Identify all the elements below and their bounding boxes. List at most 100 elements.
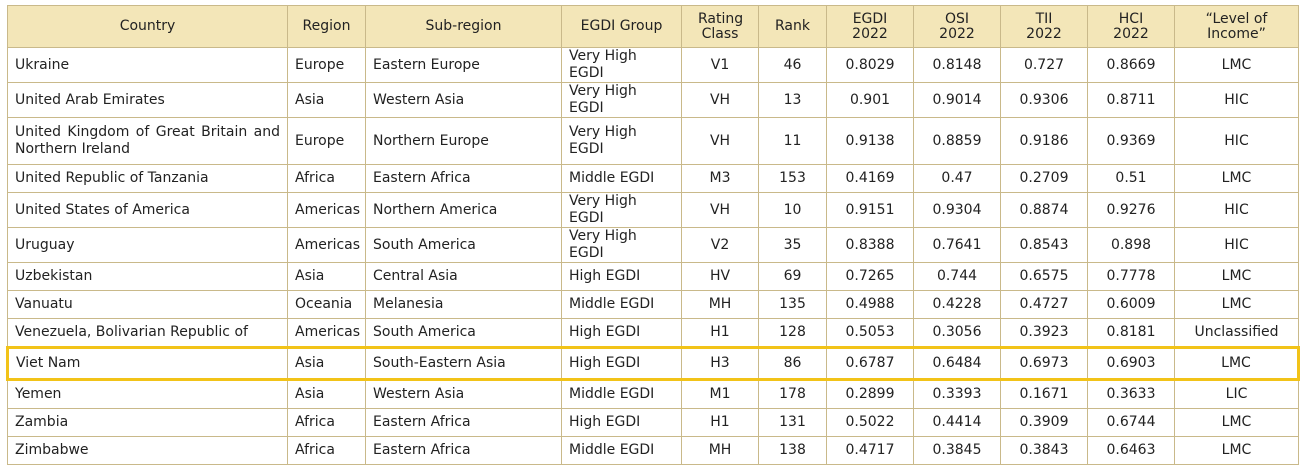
country-cell: United Republic of Tanzania <box>7 164 288 193</box>
osi-cell: 0.47 <box>913 164 1001 193</box>
hci-cell: 0.6463 <box>1087 436 1175 465</box>
subregion-cell: South-Eastern Asia <box>365 346 562 381</box>
rank-cell: 86 <box>758 346 827 381</box>
tii-cell: 0.2709 <box>1000 164 1088 193</box>
rank-cell: 128 <box>758 318 827 348</box>
subregion-cell: Eastern Europe <box>365 47 562 83</box>
region-cell: Oceania <box>287 290 366 319</box>
hci-cell: 0.9369 <box>1087 117 1175 165</box>
income-cell: HIC <box>1174 117 1299 165</box>
income-cell: Unclassified <box>1174 318 1299 348</box>
tii-cell: 0.1671 <box>1000 379 1088 409</box>
rank-cell: 138 <box>758 436 827 465</box>
header-rating-class: Rating Class <box>681 5 759 48</box>
table-row: United Kingdom of Great Britain and Nort… <box>7 117 1299 165</box>
country-cell: Vanuatu <box>7 290 288 319</box>
rank-cell: 35 <box>758 227 827 263</box>
egdi-cell: 0.5022 <box>826 408 914 437</box>
income-cell: LMC <box>1174 290 1299 319</box>
subregion-cell: Northern America <box>365 192 562 228</box>
region-cell: Africa <box>287 408 366 437</box>
egdi-group-cell: Middle EGDI <box>561 379 682 409</box>
income-cell: LIC <box>1174 379 1299 409</box>
header-egdi-group: EGDI Group <box>561 5 682 48</box>
osi-cell: 0.3056 <box>913 318 1001 348</box>
tii-cell: 0.3843 <box>1000 436 1088 465</box>
hci-cell: 0.6744 <box>1087 408 1175 437</box>
egdi-cell: 0.9151 <box>826 192 914 228</box>
header-rank: Rank <box>758 5 827 48</box>
header-country: Country <box>7 5 288 48</box>
egdi-cell: 0.8029 <box>826 47 914 83</box>
egdi-group-cell: High EGDI <box>561 346 682 381</box>
income-cell: LMC <box>1174 262 1299 291</box>
income-cell: HIC <box>1174 192 1299 228</box>
egdi-cell: 0.901 <box>826 82 914 118</box>
income-cell: LMC <box>1174 436 1299 465</box>
header-region: Region <box>287 5 366 48</box>
header-hci-2022: HCI 2022 <box>1087 5 1175 48</box>
rating-class-cell: VH <box>681 82 759 118</box>
tii-cell: 0.6575 <box>1000 262 1088 291</box>
table-row: Yemen Asia Western Asia Middle EGDI M1 178 0.2… <box>7 379 1299 409</box>
egdi-cell: 0.7265 <box>826 262 914 291</box>
rating-class-cell: MH <box>681 436 759 465</box>
egdi-group-cell: Middle EGDI <box>561 164 682 193</box>
osi-cell: 0.6484 <box>913 346 1001 381</box>
osi-cell: 0.4414 <box>913 408 1001 437</box>
rating-class-cell: M3 <box>681 164 759 193</box>
region-cell: Europe <box>287 47 366 83</box>
country-cell: Venezuela, Bolivarian Republic of <box>7 318 288 348</box>
subregion-cell: Melanesia <box>365 290 562 319</box>
rating-class-cell: V1 <box>681 47 759 83</box>
rating-class-cell: VH <box>681 117 759 165</box>
region-cell: Africa <box>287 164 366 193</box>
hci-cell: 0.7778 <box>1087 262 1175 291</box>
region-cell: Africa <box>287 436 366 465</box>
egdi-cell: 0.4988 <box>826 290 914 319</box>
egdi-group-cell: Very High EGDI <box>561 117 682 165</box>
header-egdi-2022: EGDI 2022 <box>826 5 914 48</box>
table-row: Venezuela, Bolivarian Republic of America… <box>7 318 1299 348</box>
tii-cell: 0.6973 <box>1000 346 1088 381</box>
rating-class-cell: H1 <box>681 408 759 437</box>
egdi-cell: 0.6787 <box>826 346 914 381</box>
table-body: Ukraine Europe Eastern Europe Very High EGD… <box>6 47 1300 465</box>
rank-cell: 131 <box>758 408 827 437</box>
rank-cell: 178 <box>758 379 827 409</box>
rating-class-cell: V2 <box>681 227 759 263</box>
egdi-cell: 0.4169 <box>826 164 914 193</box>
tii-cell: 0.727 <box>1000 47 1088 83</box>
table-row: Ukraine Europe Eastern Europe Very High EGD… <box>7 47 1299 83</box>
rating-class-cell: H1 <box>681 318 759 348</box>
header-osi-2022: OSI 2022 <box>913 5 1001 48</box>
tii-cell: 0.9306 <box>1000 82 1088 118</box>
egdi-group-cell: Middle EGDI <box>561 436 682 465</box>
rank-cell: 11 <box>758 117 827 165</box>
egdi-group-cell: Very High EGDI <box>561 192 682 228</box>
rank-cell: 10 <box>758 192 827 228</box>
egdi-group-cell: High EGDI <box>561 262 682 291</box>
table-row: Uruguay Americas South America Very High EG… <box>7 227 1299 263</box>
rank-cell: 153 <box>758 164 827 193</box>
hci-cell: 0.6903 <box>1087 346 1175 381</box>
subregion-cell: Western Asia <box>365 82 562 118</box>
country-cell: Uzbekistan <box>7 262 288 291</box>
region-cell: Asia <box>287 346 366 381</box>
tii-cell: 0.4727 <box>1000 290 1088 319</box>
egdi-cell: 0.5053 <box>826 318 914 348</box>
egdi-group-cell: High EGDI <box>561 318 682 348</box>
subregion-cell: South America <box>365 318 562 348</box>
hci-cell: 0.6009 <box>1087 290 1175 319</box>
egdi-group-cell: Middle EGDI <box>561 290 682 319</box>
table-header: Country Region Sub-region EGDI Group Rat… <box>7 5 1299 48</box>
osi-cell: 0.9304 <box>913 192 1001 228</box>
table-row: Uzbekistan Asia Central Asia High EGDI HV 69 0… <box>7 262 1299 291</box>
hci-cell: 0.8711 <box>1087 82 1175 118</box>
country-cell: Viet Nam <box>6 346 288 381</box>
egdi-cell: 0.4717 <box>826 436 914 465</box>
rank-cell: 69 <box>758 262 827 291</box>
osi-cell: 0.4228 <box>913 290 1001 319</box>
rating-class-cell: MH <box>681 290 759 319</box>
egdi-cell: 0.8388 <box>826 227 914 263</box>
